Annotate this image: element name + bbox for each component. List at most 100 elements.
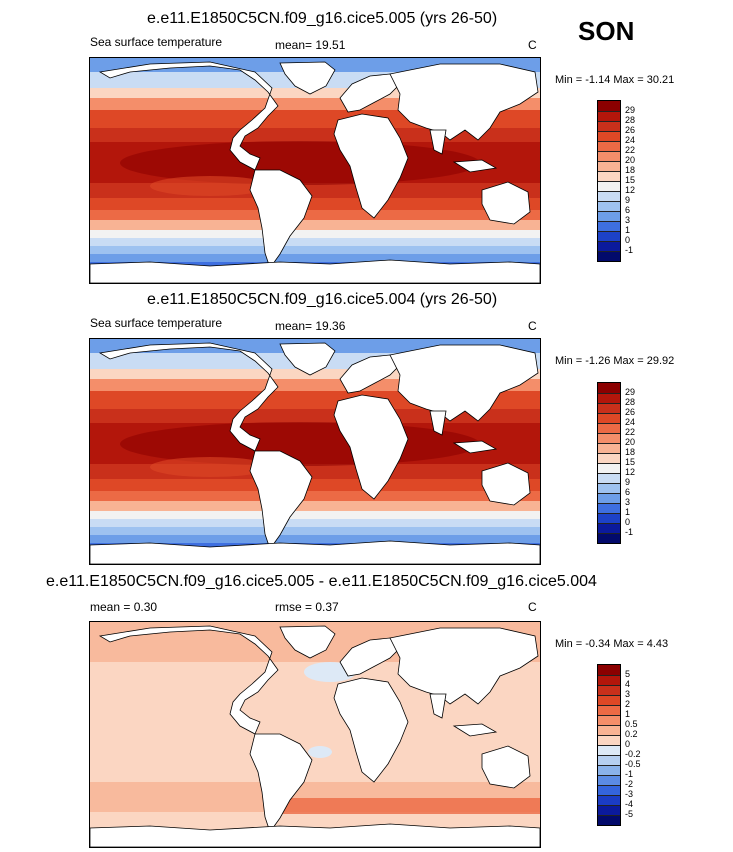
colorbar-tick-label: 15 (625, 175, 636, 185)
colorbar-swatch (598, 151, 620, 161)
colorbar-swatch (598, 755, 620, 765)
colorbar-tick-label: 3 (625, 215, 631, 225)
colorbar-swatch (598, 231, 620, 241)
colorbar-tick-label: 20 (625, 155, 636, 165)
colorbar-tick-label: 0 (625, 739, 631, 749)
colorbar-swatch (598, 393, 620, 403)
colorbar-tick-label: -1 (625, 527, 634, 537)
panel-3-map (89, 621, 541, 848)
colorbar-swatch (598, 483, 620, 493)
colorbar-tick-label: -4 (625, 799, 634, 809)
panel-2-units: C (528, 319, 537, 333)
colorbar-tick-label: -0.5 (625, 759, 641, 769)
colorbar-swatch (598, 201, 620, 211)
colorbar-tick-label: 15 (625, 457, 636, 467)
colorbar-tick-label: -1 (625, 245, 634, 255)
colorbar-tick-label: 18 (625, 165, 636, 175)
colorbar-tick-label: 0.5 (625, 719, 638, 729)
colorbar-tick-label: 12 (625, 185, 636, 195)
colorbar-swatch (598, 533, 620, 543)
colorbar-tick-label: 24 (625, 417, 636, 427)
panel-2-colorbar: 29 28 26 24 22 20 18 15 12 9 6 3 1 0 -1 (597, 382, 677, 562)
colorbar-tick-label: 5 (625, 669, 631, 679)
panel-1-colorbar: 29 28 26 24 22 20 18 15 12 9 6 3 1 0 -1 (597, 100, 677, 280)
colorbar-swatch (598, 403, 620, 413)
colorbar-swatch (598, 735, 620, 745)
colorbar-swatch (598, 383, 620, 393)
colorbar-tick-label: -2 (625, 779, 634, 789)
colorbar-swatch (598, 695, 620, 705)
colorbar-tick-label: 0 (625, 517, 631, 527)
panel-2-left-label: Sea surface temperature (90, 316, 223, 330)
colorbar-swatch (598, 513, 620, 523)
colorbar-swatch (598, 493, 620, 503)
colorbar-swatch (598, 705, 620, 715)
colorbar-swatch (598, 413, 620, 423)
panel-1-left-label: Sea surface temperature (90, 35, 223, 49)
colorbar-tick-label: -5 (625, 809, 634, 819)
colorbar-swatch (598, 131, 620, 141)
colorbar-tick-label: 6 (625, 205, 631, 215)
colorbar-tick-label: 4 (625, 679, 631, 689)
colorbar-swatch (598, 453, 620, 463)
colorbar-swatch (598, 111, 620, 121)
colorbar-tick-label: 6 (625, 487, 631, 497)
colorbar-tick-label: 29 (625, 105, 636, 115)
colorbar-tick-label: 22 (625, 145, 636, 155)
colorbar-tick-label: 26 (625, 125, 636, 135)
colorbar-swatch (598, 785, 620, 795)
colorbar-swatch (598, 523, 620, 533)
panel-1-mean-label: mean= 19.51 (275, 38, 346, 52)
colorbar-tick-label: -3 (625, 789, 634, 799)
colorbar-tick-label: 1 (625, 225, 631, 235)
colorbar-swatch (598, 101, 620, 111)
panel-3-rmse-label: rmse = 0.37 (275, 600, 339, 614)
colorbar-swatch (598, 211, 620, 221)
colorbar-swatch (598, 241, 620, 251)
colorbar-swatch (598, 443, 620, 453)
panel-1-units: C (528, 38, 537, 52)
panel-2-min-max: Min = -1.26 Max = 29.92 (555, 355, 675, 367)
colorbar-tick-label: 0 (625, 235, 631, 245)
panel-1-title: e.e11.E1850C5CN.f09_g16.cice5.005 (yrs 2… (147, 10, 498, 27)
colorbar-tick-label: 1 (625, 709, 631, 719)
colorbar-swatch (598, 503, 620, 513)
season-label: SON (578, 16, 635, 46)
colorbar-swatch (598, 171, 620, 181)
colorbar-swatch (598, 665, 620, 675)
colorbar-tick-label: 29 (625, 387, 636, 397)
colorbar-tick-label: 3 (625, 689, 631, 699)
panel-1-map (89, 57, 541, 284)
colorbar-swatch (598, 725, 620, 735)
colorbar-swatch (598, 141, 620, 151)
panel-2-mean-label: mean= 19.36 (275, 319, 346, 333)
colorbar-swatch (598, 675, 620, 685)
colorbar-tick-label: 9 (625, 195, 631, 205)
colorbar-swatch (598, 685, 620, 695)
panel-1-min-max: Min = -1.14 Max = 30.21 (555, 74, 675, 86)
panel-3-colorbar: 5 4 3 2 1 0.5 0.2 0 -0.2 -0.5 -1 -2 -3 -4 -5 (597, 664, 677, 844)
colorbar-swatch (598, 423, 620, 433)
panel-3-title: e.e11.E1850C5CN.f09_g16.cice5.005 - e.e1… (46, 573, 597, 590)
colorbar-tick-label: 1 (625, 507, 631, 517)
colorbar-tick-label: -1 (625, 769, 634, 779)
colorbar-tick-label: 18 (625, 447, 636, 457)
panel-2-map (89, 338, 541, 565)
colorbar-tick-label: 28 (625, 115, 636, 125)
colorbar-tick-label: 0.2 (625, 729, 638, 739)
panel-3-mean-label: mean = 0.30 (90, 600, 158, 614)
panel-2-title: e.e11.E1850C5CN.f09_g16.cice5.004 (yrs 2… (147, 291, 498, 308)
colorbar-swatch (598, 121, 620, 131)
colorbar-swatch (598, 745, 620, 755)
colorbar-swatch (598, 473, 620, 483)
colorbar-swatch (598, 251, 620, 261)
panel-3-min-max: Min = -0.34 Max = 4.43 (555, 638, 669, 650)
colorbar-swatch (598, 463, 620, 473)
colorbar-swatch (598, 715, 620, 725)
colorbar-swatch (598, 433, 620, 443)
colorbar-swatch (598, 191, 620, 201)
colorbar-swatch (598, 815, 620, 825)
colorbar-swatch (598, 221, 620, 231)
colorbar-swatch (598, 775, 620, 785)
colorbar-swatch (598, 795, 620, 805)
